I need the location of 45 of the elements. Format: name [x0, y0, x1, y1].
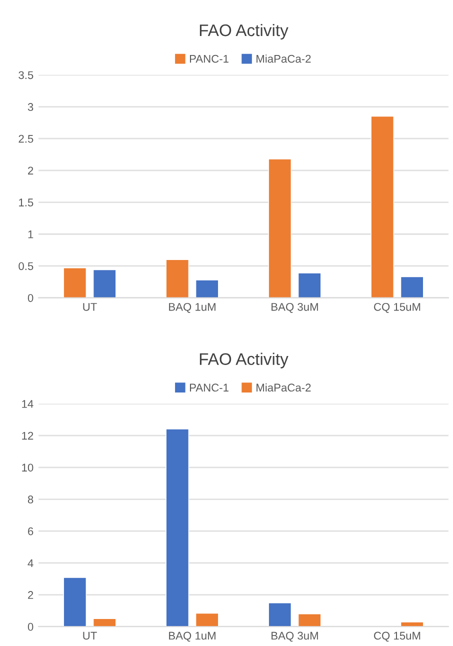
y-tick-label: 2	[28, 591, 34, 599]
chart-title: FAO Activity	[200, 24, 288, 40]
bar	[268, 602, 292, 627]
bar	[92, 618, 116, 627]
chart-title: FAO Activity	[200, 352, 288, 368]
x-tick-label: UT	[83, 632, 97, 640]
x-tick-label: BAQ 1uM	[169, 302, 216, 313]
y-tick-label: 4	[28, 559, 34, 567]
bar	[370, 116, 394, 298]
x-tick-label: BAQ 3uM	[272, 632, 318, 642]
y-tick-label: 2	[28, 166, 34, 174]
x-tick-label: CQ 15uM	[374, 302, 420, 313]
y-tick-label: 10	[22, 464, 34, 472]
bar	[63, 268, 87, 298]
y-tick-label: 0.5	[18, 262, 34, 270]
bar	[166, 259, 190, 298]
x-tick-label: BAQ 3uM	[272, 302, 318, 313]
bar	[166, 428, 190, 627]
y-tick-label: 1	[28, 230, 34, 238]
y-tick-label: 0	[28, 294, 34, 302]
bar	[298, 272, 322, 298]
y-tick-label: 8	[28, 496, 34, 504]
y-tick-label: 14	[22, 400, 34, 408]
bar	[195, 612, 219, 627]
legend-label: PANC-1	[190, 384, 228, 392]
x-tick-label: UT	[83, 303, 97, 311]
legend-label: MiaPaCa-2	[256, 383, 311, 392]
y-tick-label: 0	[28, 622, 34, 631]
y-tick-label: 12	[22, 432, 34, 440]
y-tick-label: 6	[28, 527, 34, 536]
bar	[400, 622, 424, 627]
x-tick-label: CQ 15uM	[374, 632, 420, 642]
bar	[92, 269, 116, 298]
bar	[268, 158, 292, 298]
legend-label: MiaPaCa-2	[256, 54, 311, 63]
bar	[195, 280, 219, 298]
x-tick-label: BAQ 1uM	[169, 632, 216, 642]
bar	[63, 577, 87, 627]
y-tick-label: 3.5	[18, 71, 34, 80]
y-tick-label: 3	[28, 103, 34, 111]
bar	[400, 276, 424, 298]
y-tick-label: 2.5	[18, 134, 34, 143]
bar	[298, 614, 322, 627]
y-tick-label: 1.5	[19, 198, 34, 206]
legend-label: PANC-1	[190, 54, 228, 63]
